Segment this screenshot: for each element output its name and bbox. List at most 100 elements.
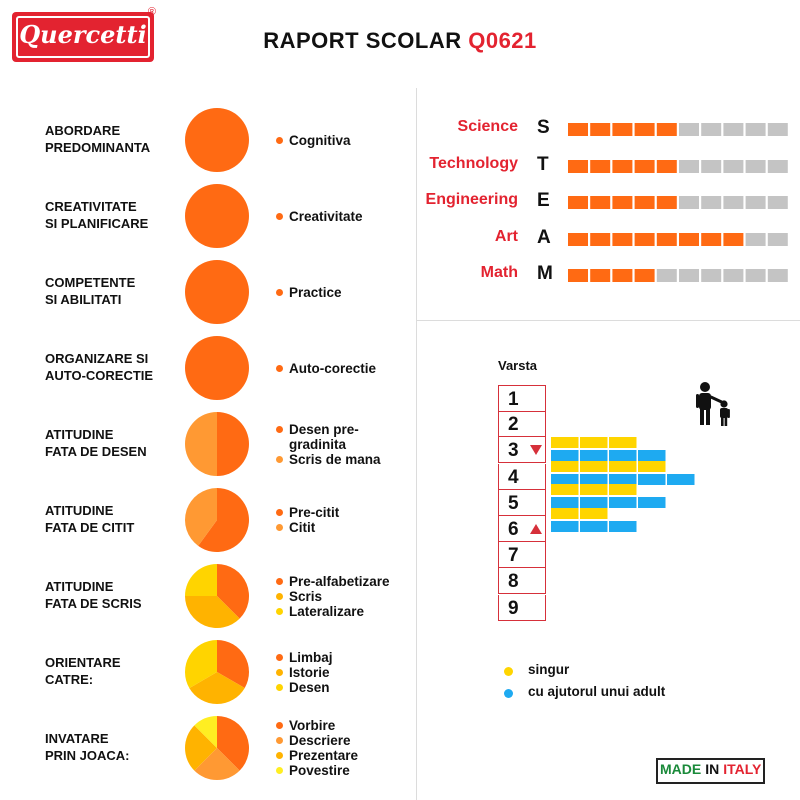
- age-cell: 8: [498, 568, 546, 595]
- bar-segment-empty: [745, 232, 766, 246]
- pie-slice: [198, 488, 249, 552]
- bar-segment-filled: [612, 123, 633, 136]
- legend-item: Vorbire: [276, 718, 411, 733]
- age-bar-segment: [580, 450, 608, 461]
- title-text: RAPORT SCOLAR: [263, 28, 462, 53]
- legend-dot: [276, 425, 283, 433]
- row-label: ABORDARE PREDOMINANTA: [45, 122, 185, 156]
- pie-slice: [185, 184, 249, 248]
- age-bar-segment: [638, 450, 666, 461]
- steam-letter: T: [537, 153, 549, 175]
- row-label-line2: PREDOMINANTA: [45, 140, 151, 155]
- legend-dot: [276, 668, 283, 676]
- age-bar-segment: [580, 497, 608, 508]
- age-number: 9: [508, 597, 519, 619]
- bar-segment-empty: [656, 269, 677, 282]
- age-cell: 2: [498, 411, 546, 438]
- pie-slice: [194, 716, 217, 748]
- pie-chart: [185, 336, 249, 400]
- bar-segment-filled: [701, 232, 722, 246]
- quercetti-logo: Quercetti ®: [12, 6, 156, 62]
- age-number: 8: [508, 571, 519, 593]
- legend-label: Practice: [289, 284, 342, 300]
- legend-item: Creativitate: [276, 209, 411, 224]
- pie-slice: [185, 596, 240, 628]
- row-label-line1: ABORDARE: [45, 123, 121, 138]
- pie-chart: [185, 488, 249, 552]
- legend-with-adult-dot: [504, 689, 513, 698]
- row-label-line2: AUTO-CORECTIE: [45, 368, 154, 383]
- legend-item: Descriere: [276, 733, 411, 748]
- bar-segment-empty: [767, 159, 788, 173]
- pie-chart: [185, 108, 249, 172]
- bar-segment-filled: [590, 232, 611, 246]
- pie-chart: [185, 260, 249, 324]
- bar-segment-filled: [590, 196, 611, 209]
- steam-word: Science: [457, 118, 518, 135]
- age-number: 1: [508, 389, 519, 410]
- row-label: ORGANIZARE SI AUTO-CORECTIE: [45, 350, 185, 384]
- vertical-divider: [416, 88, 417, 800]
- legend-item: Scris: [276, 589, 411, 604]
- legend-item: Limbaj: [276, 650, 411, 665]
- made-text: MADE: [660, 761, 702, 777]
- pie-legend: Pre-alfabetizare Scris Lateralizare: [276, 574, 411, 619]
- logo-border: [16, 16, 150, 58]
- age-bar-segment: [551, 437, 579, 448]
- pie-slice: [185, 336, 249, 400]
- page-title: RAPORT SCOLAR Q0621: [0, 28, 800, 54]
- pie-legend: Desen pre-gradinita Scris de mana: [276, 422, 411, 467]
- age-bar-segment: [551, 497, 579, 508]
- legend-label: Desen: [289, 679, 330, 695]
- pie-legend: Cognitiva: [276, 133, 411, 148]
- legend-dot: [276, 288, 283, 296]
- steam-word: Engineering: [425, 191, 518, 208]
- legend-alone-label: singur: [528, 662, 570, 677]
- age-bar-segment: [580, 473, 608, 485]
- logo-registered-mark: ®: [147, 6, 156, 18]
- row-label-line1: ORGANIZARE SI: [45, 351, 149, 366]
- pie-legend: Limbaj Istorie Desen: [276, 650, 411, 695]
- age-title: Varsta: [498, 358, 538, 373]
- row-label-line2: FATA DE CITIT: [45, 520, 135, 535]
- product-code: Q0621: [468, 28, 537, 53]
- age-number: 5: [508, 492, 519, 514]
- age-bar-segment: [551, 520, 579, 532]
- pie-chart: [185, 412, 249, 476]
- bar-segment-empty: [679, 159, 699, 173]
- range-start-marker: [530, 445, 542, 456]
- age-cell: 3: [498, 437, 546, 464]
- row-label-line2: CATRE:: [45, 672, 94, 687]
- bar-segment-filled: [612, 232, 633, 246]
- bar-segment-empty: [745, 196, 766, 209]
- row-label-line2: FATA DE DESEN: [45, 444, 147, 459]
- legend-label: Creativitate: [289, 208, 363, 224]
- age-bar-segment: [638, 473, 666, 485]
- age-number: 7: [508, 545, 519, 567]
- row-label-line1: ATITUDINE: [45, 503, 114, 518]
- legend-item: Pre-alfabetizare: [276, 574, 411, 589]
- bar-segment-empty: [723, 123, 744, 136]
- age-cell: 7: [498, 542, 546, 569]
- range-end-marker: [530, 524, 542, 534]
- legend-label: Cognitiva: [289, 132, 351, 148]
- legend-item: Lateralizare: [276, 604, 411, 619]
- legend-label: Descriere: [289, 733, 351, 748]
- legend-dot: [276, 683, 283, 691]
- row-label: CREATIVITATE SI PLANIFICARE: [45, 198, 185, 232]
- steam-word: Art: [494, 227, 518, 245]
- steam-letter: E: [537, 190, 550, 211]
- age-bar-with-adult: [551, 520, 637, 532]
- marker-triangle: [530, 445, 542, 456]
- legend-with-adult-label: cu ajutorul unui adult: [528, 684, 666, 699]
- bar-segment-filled: [590, 269, 611, 282]
- legend-item: Scris de mana: [276, 452, 411, 467]
- legend-item: Auto-corectie: [276, 361, 411, 376]
- marker-triangle: [530, 524, 542, 534]
- horizontal-divider: [416, 320, 800, 321]
- legend-dot: [276, 767, 283, 774]
- bar-segment-empty: [723, 159, 744, 173]
- pie-chart: [185, 184, 249, 248]
- bar-segment-filled: [634, 269, 655, 282]
- bar-segment-empty: [767, 232, 788, 246]
